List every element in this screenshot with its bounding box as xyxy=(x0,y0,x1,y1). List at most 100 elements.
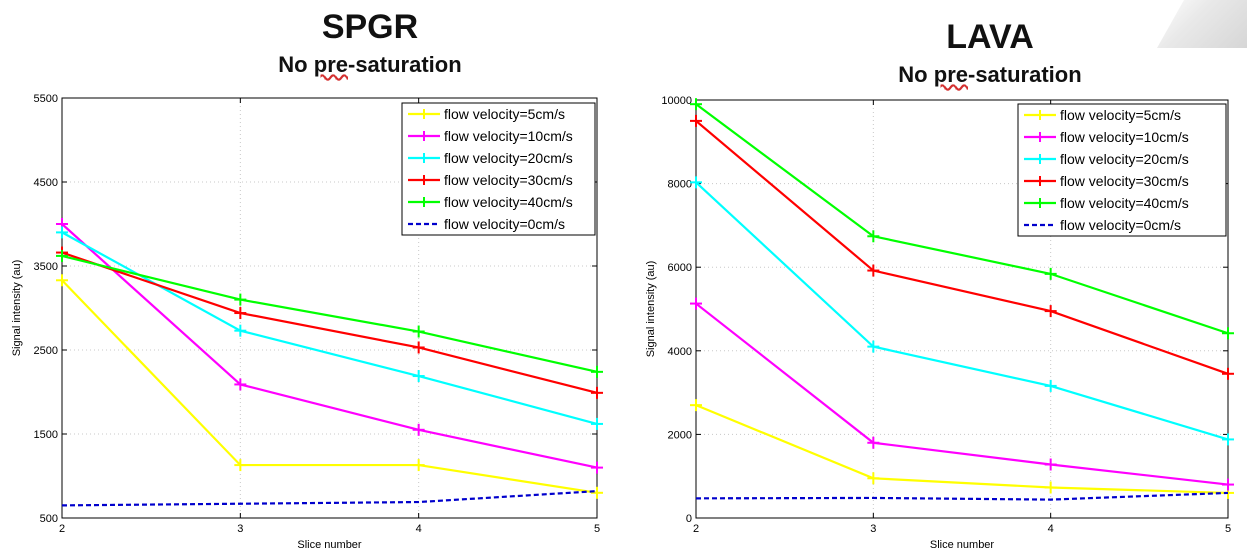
chart1-series-1-point-3 xyxy=(591,461,603,474)
chart2-series-0-point-2 xyxy=(1044,481,1057,494)
chart1-subtitle: No pre-saturation xyxy=(170,52,570,78)
chart1-xtick-label-2: 4 xyxy=(416,523,422,535)
chart2-legend-label-2: flow velocity=20cm/s xyxy=(1060,151,1189,167)
chart2-legend-label-1: flow velocity=10cm/s xyxy=(1060,129,1189,145)
chart2-series-1-point-0 xyxy=(690,297,702,310)
chart1-legend-box xyxy=(401,102,596,236)
chart2-series-4-point-2 xyxy=(1044,267,1057,280)
chart2-legend-label-3: flow velocity=30cm/s xyxy=(1060,173,1189,189)
chart2-legend-label-4: flow velocity=40cm/s xyxy=(1060,195,1189,211)
chart2-series-3-point-2 xyxy=(1044,305,1057,318)
chart2-series-0-point-0 xyxy=(690,399,702,412)
chart1-subtitle-part1: No xyxy=(278,52,314,77)
chart2-series-4-point-3 xyxy=(1222,327,1234,340)
chart1-ytick-label-4: 4500 xyxy=(34,177,58,189)
chart1-series-4-point-2 xyxy=(412,325,425,338)
chart1-subtitle-part2: pre xyxy=(313,52,348,77)
chart1-series-4-point-3 xyxy=(591,365,603,378)
chart2-series-line-2 xyxy=(695,181,1229,441)
chart2-series-line-3 xyxy=(695,120,1229,375)
chart2-series-1-point-3 xyxy=(1222,478,1234,491)
chart2-title: LAVA xyxy=(946,18,1034,56)
chart2-xtick-label-2: 4 xyxy=(1048,523,1054,535)
chart2-series-4-point-1 xyxy=(867,230,880,243)
chart1-series-2-point-2 xyxy=(412,370,425,383)
chart1-ytick-label-0: 500 xyxy=(40,513,58,525)
chart1-xlabel: Slice number xyxy=(297,539,362,551)
chart1-series-0-point-1 xyxy=(234,459,247,472)
chart1-series-2-point-1 xyxy=(234,324,247,337)
chart2-ytick-label-2: 4000 xyxy=(668,346,692,358)
chart1-series-line-5 xyxy=(61,490,598,507)
chart2-ytick-label-1: 2000 xyxy=(668,429,692,441)
chart2-series-3-point-1 xyxy=(867,264,880,277)
chart2-series-line-4 xyxy=(695,103,1229,335)
chart2-series-line-1 xyxy=(695,302,1229,486)
chart2-subtitle-part1: No xyxy=(898,62,934,87)
chart1-series-3-point-1 xyxy=(234,307,247,320)
chart1-series-line-0 xyxy=(61,279,598,494)
chart1-legend-label-0: flow velocity=5cm/s xyxy=(444,106,565,122)
chart2-series-3-point-0 xyxy=(690,114,702,127)
chart1-series-line-4 xyxy=(61,254,598,373)
chart2-series-4-point-0 xyxy=(690,98,702,111)
chart2-series-2-point-1 xyxy=(867,340,880,353)
chart1-series-0-point-0 xyxy=(56,274,68,287)
chart2-series-1-point-1 xyxy=(867,436,880,449)
chart1-axes-box xyxy=(61,97,598,519)
chart2-series-0-point-1 xyxy=(867,472,880,485)
chart2-series-1-point-2 xyxy=(1044,458,1057,471)
chart1-series-2-point-3 xyxy=(591,417,603,430)
chart2-ytick-label-5: 10000 xyxy=(661,95,692,107)
chart2-series-2-point-2 xyxy=(1044,379,1057,392)
chart2-ytick-label-3: 6000 xyxy=(668,262,692,274)
chart1-series-line-1 xyxy=(61,223,598,469)
chart1-series-4-point-1 xyxy=(234,293,247,306)
chart2-xtick-label-3: 5 xyxy=(1225,523,1231,535)
chart1-legend-label-2: flow velocity=20cm/s xyxy=(444,150,573,166)
chart2-series-line-0 xyxy=(695,404,1229,495)
chart1-xtick-label-3: 5 xyxy=(594,523,600,535)
chart2-subtitle-part3: -saturation xyxy=(968,62,1082,87)
chart2-series-line-5 xyxy=(695,491,1229,501)
chart2-ytick-label-4: 8000 xyxy=(668,179,692,191)
chart1-legend-label-3: flow velocity=30cm/s xyxy=(444,172,573,188)
chart1-ytick-label-5: 5500 xyxy=(34,93,58,105)
chart1-series-1-point-2 xyxy=(412,423,425,436)
chart1-series-1-point-1 xyxy=(234,378,247,391)
chart2-legend-label-0: flow velocity=5cm/s xyxy=(1060,107,1181,123)
chart2-legend-box xyxy=(1017,103,1227,237)
chart1-xtick-label-0: 2 xyxy=(59,523,65,535)
lava-chart: 2 3 4 5 0 2000 4000 6000 8000 10000 Slice number Si… xyxy=(645,95,1234,551)
chart1-title: SPGR xyxy=(321,8,419,46)
chart1-ytick-label-2: 2500 xyxy=(34,345,58,357)
chart2-series-2-point-0 xyxy=(690,176,702,189)
chart1-legend-label-1: flow velocity=10cm/s xyxy=(444,128,573,144)
chart2-series-2-point-3 xyxy=(1222,433,1234,446)
chart1-series-2-point-0 xyxy=(56,226,68,239)
chart1-ylabel: Signal intensity (au) xyxy=(11,260,23,357)
chart1-series-line-2 xyxy=(61,231,598,425)
chart2-xlabel: Slice number xyxy=(930,539,995,551)
chart1-xtick-label-1: 3 xyxy=(237,523,243,535)
chart1-ytick-label-1: 1500 xyxy=(34,429,58,441)
chart2-ylabel: Signal intensity (au) xyxy=(645,261,657,358)
chart2-legend-label-5: flow velocity=0cm/s xyxy=(1060,217,1181,233)
chart1-ytick-label-3: 3500 xyxy=(34,261,58,273)
chart1-series-3-point-3 xyxy=(591,386,603,399)
chart1-series-4-point-0 xyxy=(56,249,68,262)
chart2-xtick-label-0: 2 xyxy=(693,523,699,535)
chart2-series-3-point-3 xyxy=(1222,367,1234,380)
chart1-series-line-3 xyxy=(61,251,598,394)
chart1-series-3-point-2 xyxy=(412,341,425,354)
chart2-xtick-label-1: 3 xyxy=(870,523,876,535)
chart1-subtitle-part3: -saturation xyxy=(348,52,462,77)
chart1-legend-label-5: flow velocity=0cm/s xyxy=(444,216,565,232)
chart2-subtitle: No pre-saturation xyxy=(790,62,1190,88)
chart2-subtitle-part2: pre xyxy=(933,62,968,87)
chart1-series-0-point-2 xyxy=(412,459,425,472)
chart1-legend-label-4: flow velocity=40cm/s xyxy=(444,194,573,210)
chart1-series-0-point-3 xyxy=(591,486,603,499)
chart2-ytick-label-0: 0 xyxy=(686,513,692,525)
